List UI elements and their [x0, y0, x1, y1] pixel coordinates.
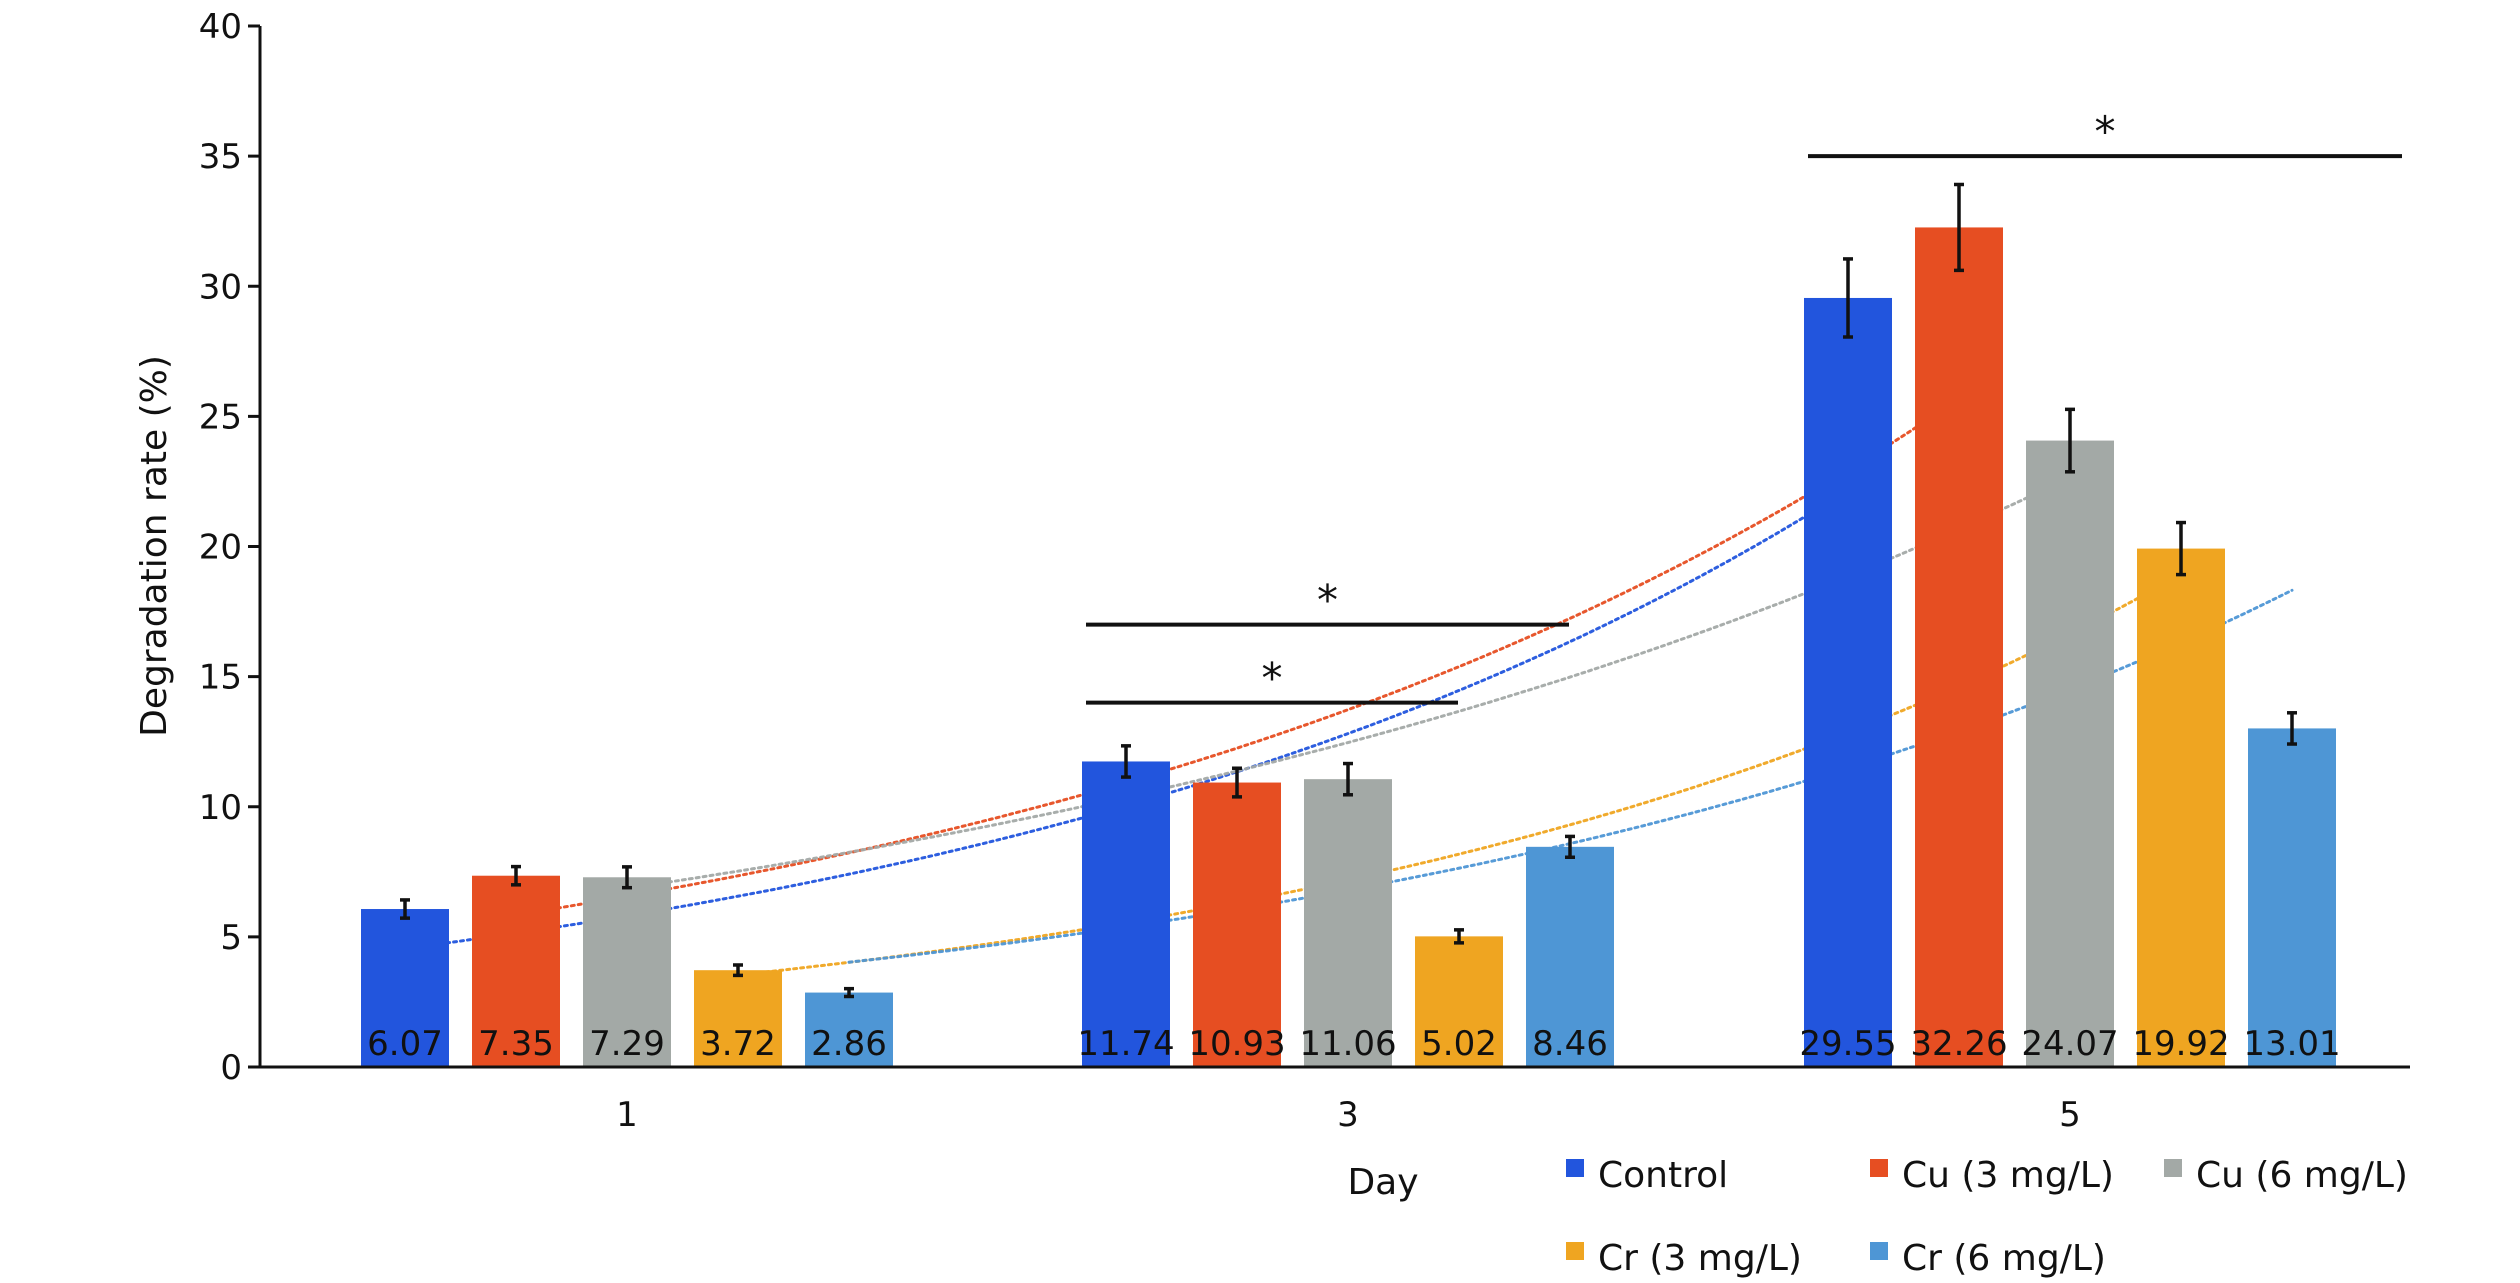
data-label-series-4-cat-0: 2.86 — [811, 1024, 887, 1064]
bar-series-3-cat-2 — [2137, 548, 2225, 1067]
error-bar-series-1-cat-0 — [511, 864, 521, 887]
data-label-series-0-cat-0: 6.07 — [367, 1024, 443, 1064]
error-bar-series-3-cat-1 — [1454, 928, 1464, 945]
error-bar-series-2-cat-0 — [622, 865, 632, 890]
legend-item-2: Cu (6 mg/L) — [2164, 1155, 2408, 1196]
y-tick-label-3: 15 — [199, 658, 242, 698]
legend-label-0: Control — [1598, 1155, 1728, 1196]
error-bar-series-2-cat-1 — [1343, 761, 1353, 797]
error-bar-series-4-cat-1 — [1565, 834, 1575, 859]
y-tick-label-0: 0 — [220, 1048, 242, 1088]
error-bar-series-2-cat-2 — [2065, 407, 2075, 474]
legend: Control Cu (3 mg/L) Cu (6 mg/L) Cr (3 mg/L)… — [1566, 1155, 2408, 1279]
bar-series-0-cat-0 — [361, 909, 449, 1067]
error-bar-series-4-cat-2 — [2287, 711, 2297, 746]
bar-series-2-cat-2 — [2026, 440, 2114, 1067]
bar-series-1-cat-1 — [1193, 782, 1281, 1067]
data-label-series-1-cat-1: 10.93 — [1188, 1024, 1285, 1064]
y-tick-label-1: 5 — [220, 918, 242, 958]
data-label-series-2-cat-0: 7.29 — [589, 1024, 665, 1064]
y-tick-label-6: 30 — [199, 267, 242, 307]
annotations: * * * — [1086, 107, 2402, 705]
error-bar-series-0-cat-2 — [1843, 257, 1853, 339]
error-bar-series-1-cat-2 — [1954, 182, 1964, 273]
data-label-series-1-cat-2: 32.26 — [1910, 1024, 2007, 1064]
legend-swatch-0 — [1566, 1159, 1584, 1177]
significance-star-1: * — [1262, 654, 1283, 703]
bar-series-3-cat-1 — [1415, 936, 1503, 1067]
y-tick-label-8: 40 — [199, 7, 242, 47]
bar-series-1-cat-2 — [1915, 227, 2003, 1068]
y-tick-label-7: 35 — [199, 137, 242, 177]
data-label-series-3-cat-2: 19.92 — [2132, 1024, 2229, 1064]
error-bar-series-0-cat-0 — [400, 898, 410, 920]
y-tick-label-4: 20 — [199, 528, 242, 568]
error-bar-series-3-cat-0 — [733, 963, 743, 978]
bar-series-2-cat-0 — [583, 877, 671, 1067]
trendline-1 — [514, 397, 1961, 917]
bar-series-0-cat-1 — [1082, 761, 1170, 1067]
data-label-series-3-cat-0: 3.72 — [700, 1024, 776, 1064]
data-label-series-4-cat-2: 13.01 — [2243, 1024, 2340, 1064]
y-tick-label-5: 25 — [199, 397, 242, 437]
data-label-series-0-cat-1: 11.74 — [1077, 1024, 1174, 1064]
legend-label-1: Cu (3 mg/L) — [1902, 1155, 2114, 1196]
bars: 6.07 11.74 29.55 7.35 10.93 32.26 7.29 11.06 24.… — [361, 182, 2341, 1068]
data-label-series-1-cat-0: 7.35 — [478, 1024, 554, 1064]
legend-swatch-1 — [1870, 1159, 1888, 1177]
legend-item-3: Cr (3 mg/L) — [1566, 1238, 1802, 1279]
legend-label-4: Cr (6 mg/L) — [1902, 1238, 2106, 1279]
significance-star-0: * — [1317, 576, 1338, 625]
error-bar-series-1-cat-1 — [1232, 766, 1242, 799]
x-axis-title: Day — [1347, 1162, 1418, 1203]
error-bar-series-0-cat-1 — [1121, 744, 1131, 779]
x-tick-label-0: 1 — [616, 1095, 638, 1135]
bar-series-1-cat-0 — [472, 875, 560, 1067]
data-label-series-3-cat-1: 5.02 — [1421, 1024, 1497, 1064]
bar-series-4-cat-0 — [805, 992, 893, 1067]
bar-series-3-cat-0 — [694, 970, 782, 1067]
legend-item-0: Control — [1566, 1155, 1728, 1196]
bar-series-4-cat-2 — [2248, 728, 2336, 1067]
legend-swatch-3 — [1566, 1242, 1584, 1260]
data-label-series-0-cat-2: 29.55 — [1799, 1024, 1896, 1064]
legend-item-4: Cr (6 mg/L) — [1870, 1238, 2106, 1279]
bar-series-2-cat-1 — [1304, 779, 1392, 1067]
x-tick-label-2: 5 — [2059, 1095, 2081, 1135]
significance-star-2: * — [2095, 107, 2116, 156]
y-axis-title: Degradation rate (%) — [134, 355, 175, 737]
x-tick-label-1: 3 — [1337, 1095, 1359, 1135]
legend-label-2: Cu (6 mg/L) — [2196, 1155, 2408, 1196]
bar-series-4-cat-1 — [1526, 846, 1614, 1067]
legend-item-1: Cu (3 mg/L) — [1870, 1155, 2114, 1196]
legend-swatch-4 — [1870, 1242, 1888, 1260]
legend-swatch-2 — [2164, 1159, 2182, 1177]
error-bar-series-3-cat-2 — [2176, 520, 2186, 577]
data-label-series-2-cat-1: 11.06 — [1299, 1024, 1396, 1064]
data-label-series-4-cat-1: 8.46 — [1532, 1024, 1608, 1064]
bar-series-0-cat-2 — [1804, 297, 1892, 1067]
y-tick-label-2: 10 — [199, 788, 242, 828]
data-label-series-2-cat-2: 24.07 — [2021, 1024, 2118, 1064]
legend-label-3: Cr (3 mg/L) — [1598, 1238, 1802, 1279]
error-bar-series-4-cat-0 — [844, 986, 854, 999]
